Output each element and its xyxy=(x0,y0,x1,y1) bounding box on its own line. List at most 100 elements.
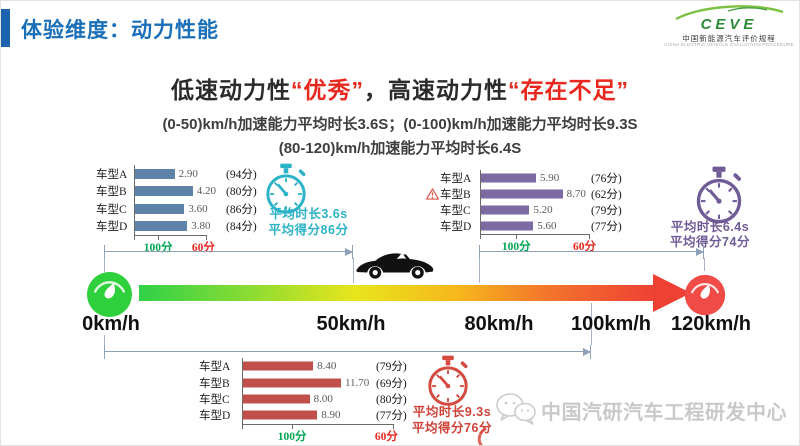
bar-category-label: 车型D xyxy=(96,221,128,234)
connector-line xyxy=(704,258,705,271)
avg-duration: 平均时长9.3s xyxy=(412,405,492,419)
axis-tick xyxy=(206,236,207,240)
bar-zone: 11.70 xyxy=(242,374,374,390)
bar-value: 5.60 xyxy=(537,220,557,232)
footer-watermark-text: 中国汽研汽车工程研发中心 xyxy=(541,402,787,424)
chart-row: 车型A 8.40 (79分) xyxy=(199,358,407,374)
bar xyxy=(480,221,534,231)
chart-value-axis xyxy=(134,165,135,236)
speed-gradient-bar xyxy=(139,285,655,301)
bar-category-label: 车型D xyxy=(199,410,231,423)
chart-row: 车型D 8.90 (77分) xyxy=(199,407,407,423)
bar-value: 8.40 xyxy=(317,360,337,373)
bar-category-label: 车型A xyxy=(96,168,128,181)
bar-value: 8.70 xyxy=(566,188,586,200)
warning-icon xyxy=(426,186,440,202)
speed-label-120: 120km/h xyxy=(670,313,752,335)
bar xyxy=(480,205,530,215)
bar-category-label: 车型B xyxy=(199,377,230,390)
chart-row: 车型B 11.70 (69分) xyxy=(199,374,407,390)
headline-sep: ， xyxy=(364,77,388,103)
connector-line xyxy=(104,335,105,345)
connector-line xyxy=(104,258,105,272)
bar-zone: 5.60 xyxy=(480,218,589,234)
sports-car-icon xyxy=(353,247,439,281)
avg-score: 平均得分74分 xyxy=(670,235,750,249)
connector-line xyxy=(591,303,592,345)
bar-score: (79分) xyxy=(376,361,407,374)
bar xyxy=(480,189,563,199)
avg-duration: 平均时长3.6s xyxy=(269,207,348,221)
axis-label-60: 60分 xyxy=(374,430,398,443)
chart-score-axis: 100分 60分 xyxy=(134,235,215,254)
speedometer-icon-green xyxy=(85,270,134,319)
axis-label-100: 100分 xyxy=(501,241,531,253)
bar-value: 5.90 xyxy=(540,172,560,184)
axis-tick xyxy=(516,235,518,239)
bar xyxy=(480,173,537,183)
bar-value: 8.90 xyxy=(321,409,341,422)
axis-tick xyxy=(589,235,590,239)
range-bracket-0-100 xyxy=(104,345,591,359)
bar-score: (84分) xyxy=(226,221,257,234)
axis-tick xyxy=(480,235,481,239)
bar-zone: 8.70 xyxy=(480,186,589,202)
wechat-icon xyxy=(495,392,537,431)
stopwatch-icon-red xyxy=(425,355,471,408)
chart-row: 车型B 8.70 (62分) xyxy=(426,186,622,202)
bar xyxy=(134,203,185,214)
chart-score-axis: 100分 60分 xyxy=(242,423,398,443)
bar-value: 4.20 xyxy=(196,185,217,198)
bar-value: 5.20 xyxy=(533,204,553,216)
bar xyxy=(242,394,310,404)
car-swoosh-icon xyxy=(661,3,797,21)
bar-zone: 3.80 xyxy=(134,218,224,236)
bar-zone: 4.20 xyxy=(134,183,224,201)
avg-annotation-0-100: 平均时长9.3s 平均得分76分 xyxy=(393,404,511,436)
chart-value-axis xyxy=(480,170,481,235)
avg-annotation-80-120: 平均时长6.4s 平均得分74分 xyxy=(636,220,784,250)
bar-score: (76分) xyxy=(591,173,622,185)
chart-row: 车型A 5.90 (76分) xyxy=(426,170,622,186)
chart-row: 车型D 3.80 (84分) xyxy=(96,218,257,236)
speed-label-80: 80km/h xyxy=(464,313,534,335)
bar-category-label: 车型B xyxy=(440,189,471,201)
avg-duration: 平均时长6.4s xyxy=(670,220,750,234)
chart-row: 车型C 8.00 (80分) xyxy=(199,391,407,407)
warning-slot-empty xyxy=(426,202,440,218)
bar-score: (79分) xyxy=(591,205,622,217)
speedometer-icon-red xyxy=(683,273,727,317)
bar-score: (80分) xyxy=(376,393,407,406)
avg-annotation-0-50: 平均时长3.6s 平均得分86分 xyxy=(246,206,371,238)
axis-tick xyxy=(242,424,243,429)
bar xyxy=(134,186,193,197)
headline: 低速动力性“优秀”，高速动力性“存在不足” xyxy=(1,71,799,105)
headline-quote1: “优秀” xyxy=(291,77,364,103)
stopwatch-icon-teal xyxy=(263,163,309,216)
axis-tick xyxy=(292,424,294,429)
title-accent-bar xyxy=(1,9,10,47)
bar xyxy=(242,361,314,371)
warning-slot-empty xyxy=(426,170,440,186)
headline-quote2: “存在不足” xyxy=(508,77,629,103)
bar-zone: 8.00 xyxy=(242,391,374,407)
range-bracket-80-120 xyxy=(479,245,704,259)
avg-score: 平均得分76分 xyxy=(412,421,492,435)
accel-chart-80-120: 车型A 5.90 (76分) 车型B 8.70 (62分) 车型C 5.20 (79分) 车型D 5… xyxy=(426,170,622,253)
page-title: 体验维度：动力性能 xyxy=(21,19,219,42)
bar-score: (62分) xyxy=(591,189,622,201)
bar-category-label: 车型C xyxy=(440,205,471,217)
bar xyxy=(242,410,318,420)
bar-value: 2.90 xyxy=(178,167,198,180)
bar-category-label: 车型D xyxy=(440,221,472,233)
chart-row: 车型A 2.90 (94分) xyxy=(96,165,257,183)
bar-value: 3.80 xyxy=(191,220,211,233)
bar-score: (77分) xyxy=(376,410,407,423)
bar-value: 8.00 xyxy=(313,392,333,405)
bar-category-label: 车型C xyxy=(96,203,127,216)
chart-row: 车型C 3.60 (86分) xyxy=(96,200,257,218)
gradient-arrowhead xyxy=(653,274,691,312)
bar-value: 3.60 xyxy=(188,202,208,215)
range-bracket-0-50 xyxy=(104,245,353,259)
bar-zone: 5.20 xyxy=(480,202,589,218)
